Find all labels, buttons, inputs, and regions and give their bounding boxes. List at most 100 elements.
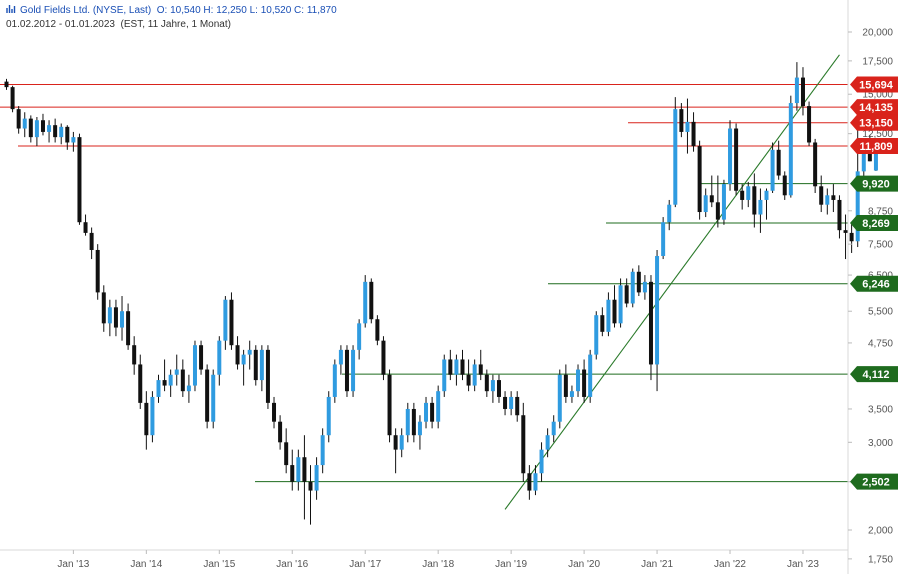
candle	[661, 217, 666, 260]
candle-body	[764, 190, 769, 200]
candle-body	[636, 271, 641, 293]
candle	[28, 115, 33, 143]
candle-body	[71, 137, 76, 143]
candle-body	[241, 354, 246, 365]
candle-body	[557, 374, 562, 422]
candle	[126, 303, 131, 350]
candle-body	[807, 106, 812, 143]
candle	[296, 449, 301, 491]
candle	[490, 374, 495, 403]
candle-body	[381, 340, 386, 375]
candle	[229, 292, 234, 350]
level-tag-support: 2,502	[850, 473, 898, 490]
level-tag-support: 8,269	[850, 215, 898, 232]
candle-body	[174, 369, 179, 375]
candle	[387, 369, 392, 443]
candle	[503, 391, 508, 416]
x-tick-label: Jan '15	[203, 559, 235, 570]
level-tag-resistance: 15,694	[850, 76, 898, 93]
candle-body	[612, 299, 617, 324]
candle	[344, 345, 349, 397]
candle	[715, 175, 720, 228]
candle-body	[673, 109, 678, 205]
level-tag-shape	[850, 137, 898, 154]
candle	[150, 391, 155, 443]
x-tick-label: Jan '23	[787, 559, 819, 570]
candle-body	[162, 380, 167, 386]
candle	[272, 396, 277, 429]
candle	[314, 457, 319, 500]
candle	[424, 396, 429, 429]
candle	[752, 173, 757, 228]
candle-body	[606, 299, 611, 332]
level-tag-shape	[850, 275, 898, 292]
x-tick-label: Jan '20	[568, 559, 600, 570]
candle	[776, 140, 781, 180]
candle	[636, 265, 641, 297]
candle-body	[436, 391, 441, 422]
candle-body	[521, 415, 526, 474]
candle-body	[655, 255, 660, 365]
candle-body	[770, 149, 775, 191]
candle-body	[661, 222, 666, 256]
candle-body	[448, 359, 453, 375]
candle	[132, 336, 137, 375]
candle-body	[223, 299, 228, 341]
candle	[399, 428, 404, 458]
level-tag-shape	[850, 99, 898, 116]
candle	[484, 369, 489, 397]
candle-body	[855, 171, 860, 242]
candle	[375, 315, 380, 346]
candle	[302, 435, 307, 520]
level-tag-label: 8,269	[862, 218, 890, 230]
candle-body	[794, 77, 799, 104]
candle-body	[697, 146, 702, 213]
candle-body	[363, 281, 368, 324]
candle-body	[320, 435, 325, 466]
candle-body	[843, 230, 848, 233]
candle	[533, 465, 538, 496]
candle-body	[728, 128, 733, 185]
candle-body	[411, 408, 416, 436]
candle	[673, 97, 678, 208]
candle	[630, 268, 635, 308]
candle-body	[132, 345, 137, 365]
y-tick-label: 3,000	[868, 438, 893, 449]
candle	[831, 184, 836, 213]
candle-body	[10, 87, 15, 110]
level-tag-label: 4,112	[863, 369, 890, 381]
candle	[746, 181, 751, 208]
candle	[162, 359, 167, 392]
candle	[4, 78, 9, 90]
level-tag-resistance: 13,150	[850, 114, 898, 131]
candle-body	[156, 380, 161, 397]
candle	[351, 345, 356, 397]
candle	[217, 336, 222, 386]
candle	[101, 285, 106, 332]
candle-body	[533, 473, 538, 491]
candle	[624, 278, 629, 308]
candle	[156, 374, 161, 403]
candle	[320, 428, 325, 474]
candle-body	[861, 149, 866, 172]
level-tag-label: 6,246	[862, 279, 890, 291]
y-tick-label: 3,500	[868, 404, 893, 415]
candle-body	[272, 402, 277, 422]
level-tag-shape	[850, 215, 898, 232]
candle-body	[89, 232, 94, 250]
candle-body	[168, 374, 173, 386]
candle-body	[703, 195, 708, 213]
x-tick-label: Jan '17	[349, 559, 381, 570]
candle-body	[265, 349, 270, 403]
candle-body	[576, 369, 581, 392]
candle-body	[867, 149, 872, 162]
candle	[205, 364, 210, 429]
candle-body	[600, 315, 605, 332]
candle	[265, 345, 270, 409]
candle	[515, 391, 520, 422]
candle-body	[290, 465, 295, 482]
candle	[679, 103, 684, 138]
y-tick-label: 8,750	[868, 206, 893, 217]
